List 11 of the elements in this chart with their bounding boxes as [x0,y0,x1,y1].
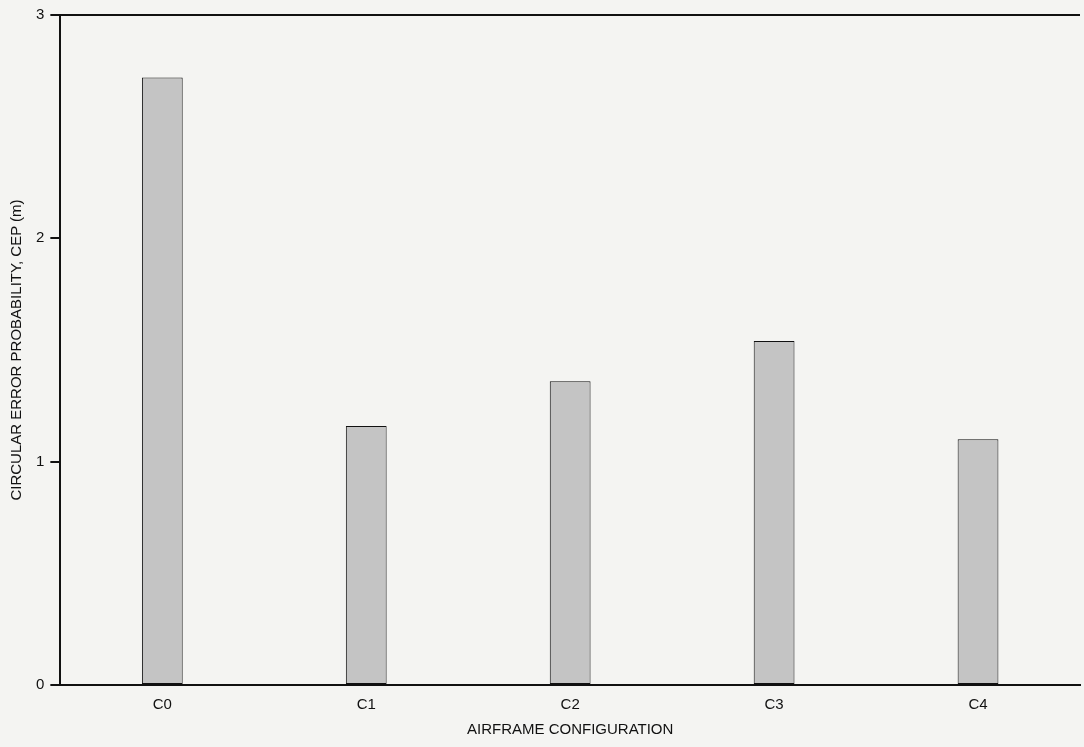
x-tick-label: C1 [356,695,376,713]
x-tick-label: C4 [968,695,988,713]
y-tick-label: 2 [36,228,45,246]
x-tick-label: C2 [560,695,580,713]
y-tick-label: 3 [36,5,45,23]
x-axis-title: AIRFRAME CONFIGURATION [466,720,674,738]
x-tick-label: C3 [764,695,784,713]
y-axis-title: CIRCULAR ERROR PROBABILITY, CEP (m) [7,199,25,501]
x-tick-label: C0 [152,695,172,713]
y-tick-label: 0 [36,675,45,693]
y-tick-label: 1 [36,451,45,469]
